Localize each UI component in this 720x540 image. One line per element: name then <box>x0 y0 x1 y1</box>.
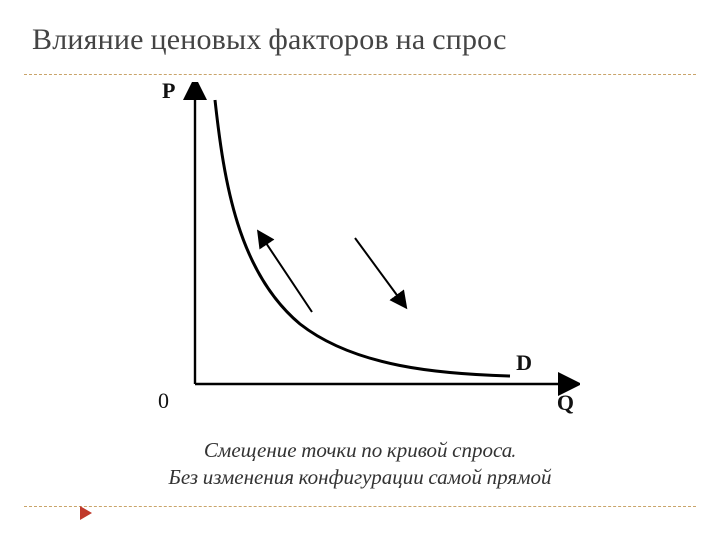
curve-label-d: D <box>516 350 532 376</box>
divider-top <box>24 74 696 75</box>
bullet-icon <box>80 506 92 520</box>
demand-chart: P 0 Q D <box>140 82 580 412</box>
slide: Влияние ценовых факторов на спрос <box>0 0 720 540</box>
chart-svg <box>140 82 580 412</box>
axis-label-origin: 0 <box>158 388 169 414</box>
move-arrow-up <box>262 237 312 312</box>
axis-label-y: P <box>162 78 175 104</box>
page-title: Влияние ценовых факторов на спрос <box>32 22 507 57</box>
move-arrow-down <box>355 238 402 302</box>
caption-line-1: Смещение точки по кривой спроса. <box>204 439 516 463</box>
divider-bottom <box>24 506 696 507</box>
axis-label-x: Q <box>557 390 574 416</box>
caption-line-2: Без изменения конфигурации самой прямой <box>168 466 551 490</box>
demand-curve <box>215 100 510 376</box>
caption: Смещение точки по кривой спроса. Без изм… <box>0 438 720 493</box>
